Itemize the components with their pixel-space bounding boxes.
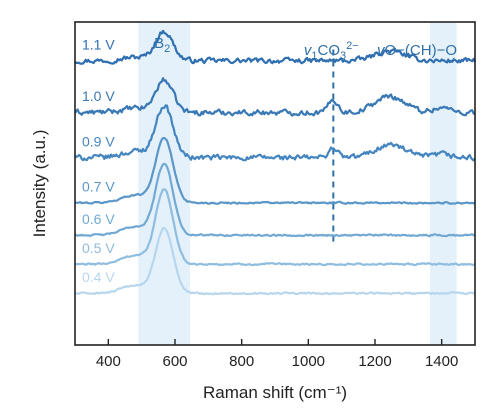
x-tick-label-400: 400 (96, 353, 121, 370)
x-tick-label-600: 600 (162, 353, 187, 370)
series-label-1-0-v: 1.0 V (82, 88, 115, 104)
b2-band-label: B2 (154, 35, 170, 55)
carbonate-label-prefix: v (304, 42, 313, 59)
series-line-0-7-v (74, 136, 476, 205)
band-vo-ch-o (430, 23, 457, 344)
x-axis-label: Raman shift (cm⁻¹) (203, 383, 347, 402)
annotations: B2 v1CO32− vO−(CH)−O (154, 35, 457, 242)
series-line-1-1-v (74, 29, 477, 65)
b2-label-main: B (154, 35, 164, 52)
carbonate-label-sub: 1 (311, 50, 317, 62)
series-line-0-4-v (74, 227, 476, 296)
carbonate-label: v1CO32− (304, 40, 359, 62)
series-line-0-6-v (74, 162, 476, 238)
x-tick-label-1200: 1200 (358, 353, 391, 370)
series-line-1-0-v (74, 77, 476, 117)
carbonate-label-main: CO (318, 42, 341, 59)
spectra-series (74, 29, 477, 296)
series-label-0-7-v: 0.7 V (82, 179, 115, 195)
x-axis-ticks: 400 600 800 1000 1200 1400 (96, 339, 458, 370)
series-label-0-9-v: 0.9 V (82, 133, 115, 149)
plot-frame (74, 21, 476, 346)
x-tick-label-1000: 1000 (292, 353, 325, 370)
series-label-0-4-v: 0.4 V (82, 269, 115, 285)
b2-label-sub: 2 (164, 43, 170, 55)
band-b2 (138, 23, 190, 344)
y-axis-label: Intensity (a.u.) (30, 130, 49, 238)
series-label-1-1-v: 1.1 V (82, 36, 115, 52)
series-label-0-6-v: 0.6 V (82, 211, 115, 227)
vo-label-prefix: v (377, 42, 386, 59)
x-tick-label-800: 800 (229, 353, 254, 370)
carbonate-label-sup: 2− (346, 40, 359, 52)
series-line-0-5-v (75, 188, 476, 267)
series-line-0-9-v (74, 104, 476, 162)
series-label-0-5-v: 0.5 V (82, 240, 115, 256)
series-labels: 1.1 V 1.0 V 0.9 V 0.7 V 0.6 V 0.5 V 0.4 V (82, 36, 115, 285)
x-tick-label-1400: 1400 (425, 353, 458, 370)
highlight-bands (138, 23, 457, 344)
carbonate-label-sub2: 3 (340, 50, 346, 62)
